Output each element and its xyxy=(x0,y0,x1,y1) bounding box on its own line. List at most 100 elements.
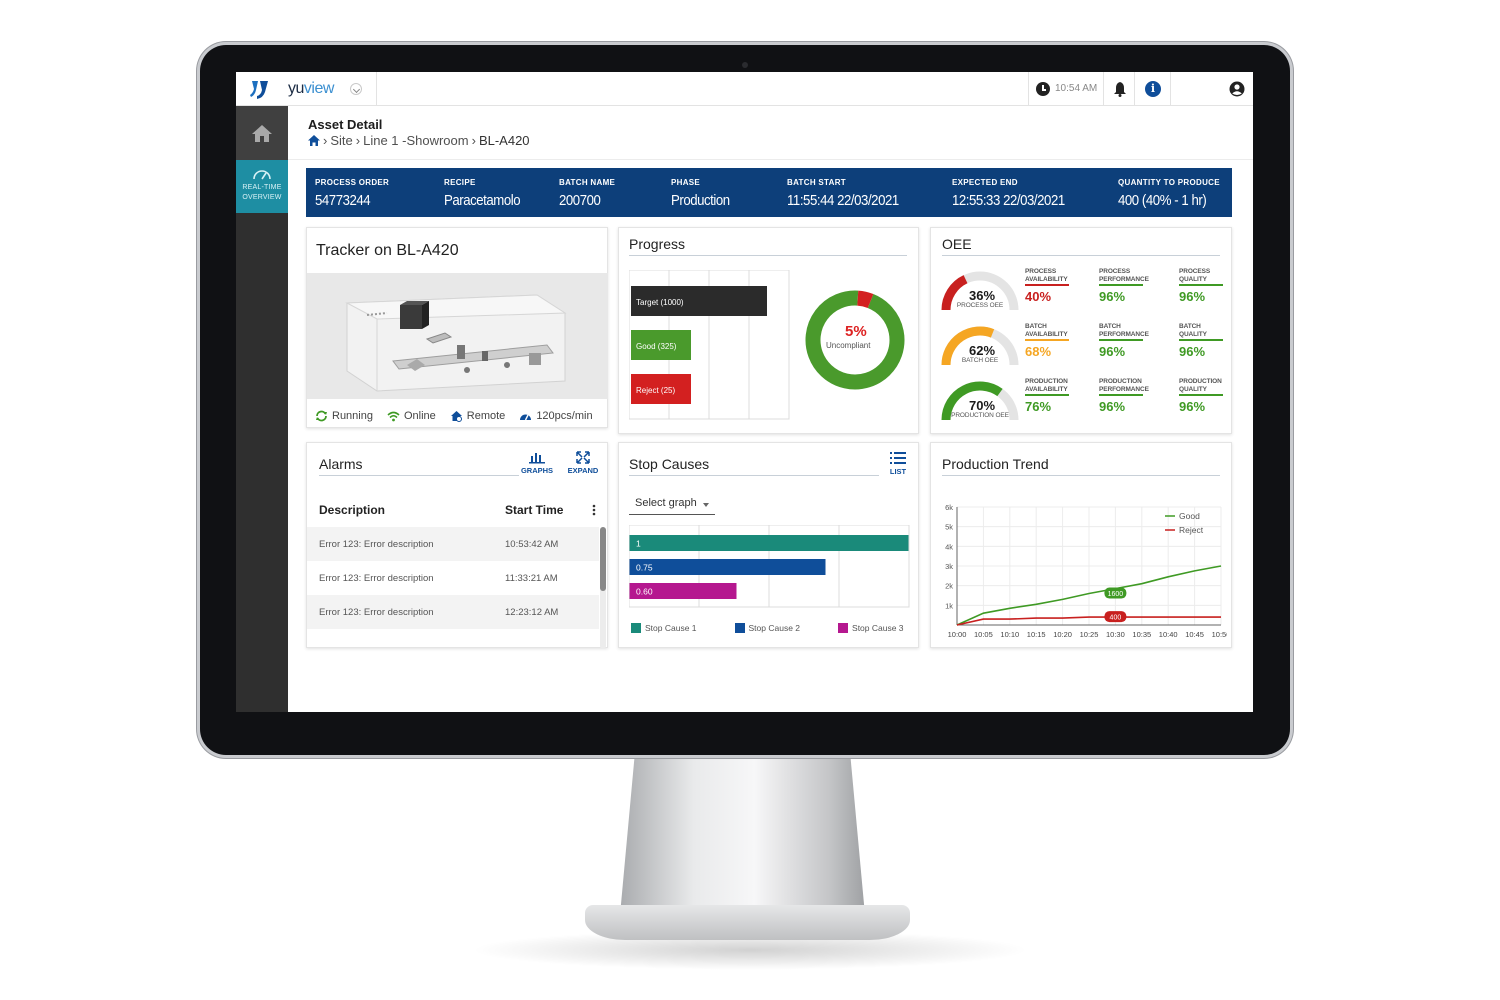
oee-metric: PRODUCTION AVAILABILITY 76% xyxy=(1025,378,1073,414)
speed-icon xyxy=(520,414,532,421)
metric-underline xyxy=(1099,394,1143,396)
gauge-value: 36% xyxy=(968,288,996,303)
process-order-value: 54773244 xyxy=(315,192,371,209)
column-header-description[interactable]: Description xyxy=(319,503,386,517)
y-tick-label: 5k xyxy=(945,523,953,532)
y-tick-label: 3k xyxy=(945,562,953,571)
metric-underline xyxy=(1179,284,1223,286)
stop-cause-bar-label: 0.60 xyxy=(636,587,653,597)
stop-cause-bar xyxy=(629,583,737,599)
status-label: Online xyxy=(403,410,436,422)
legend-item[interactable]: Stop Cause 2 xyxy=(734,623,801,633)
x-tick-label: 10:35 xyxy=(1132,630,1151,639)
card-title-rule xyxy=(629,255,907,256)
metric-label: PROCESS QUALITY xyxy=(1179,268,1211,283)
donut-slice xyxy=(805,290,905,390)
expand-icon xyxy=(576,451,590,464)
machine-3d-render[interactable] xyxy=(307,273,608,399)
y-tick-label: 1k xyxy=(945,601,953,610)
phase-value: Production xyxy=(671,192,730,209)
metric-value: 96% xyxy=(1179,399,1206,414)
breadcrumb-separator: › xyxy=(323,133,328,148)
stop-cause-bar xyxy=(629,535,909,551)
x-tick-label: 10:30 xyxy=(1106,630,1125,639)
oee-metric: PROCESS QUALITY 96% xyxy=(1179,268,1227,304)
yuview-logo-icon[interactable] xyxy=(248,78,272,100)
alarm-start-time: 11:33:21 AM xyxy=(505,573,558,584)
sidebar-item-home[interactable] xyxy=(236,106,288,160)
more-options-icon[interactable] xyxy=(591,503,597,517)
user-account-icon[interactable] xyxy=(1229,81,1245,97)
app-switcher-dropdown[interactable] xyxy=(350,83,362,95)
table-row[interactable]: Error 123: Error description 12:23:12 AM xyxy=(307,595,599,629)
status-speed: 120pcs/min xyxy=(519,410,593,422)
phase-field: PHASE Production xyxy=(671,178,738,209)
column-header-start-time[interactable]: Start Time xyxy=(505,503,564,517)
tracker-status-bar: Running Online Remote 120pcs/min xyxy=(315,410,593,422)
expand-button[interactable]: EXPAND xyxy=(563,451,603,475)
metric-value: 76% xyxy=(1025,399,1052,414)
sidebar-item-realtime-overview[interactable]: REAL-TIME OVERVIEW xyxy=(236,160,288,213)
x-tick-label: 10:40 xyxy=(1159,630,1178,639)
card-title-rule xyxy=(942,255,1220,256)
metric-label: BATCH QUALITY xyxy=(1179,323,1207,338)
tracker-card: Tracker on BL-A420 xyxy=(306,227,608,428)
list-button[interactable]: LIST xyxy=(885,451,911,476)
progress-bar-label: Target (1000) xyxy=(636,298,684,307)
metric-value: 96% xyxy=(1099,289,1126,304)
select-graph-dropdown[interactable]: Select graph xyxy=(629,497,715,515)
oee-metric: PRODUCTION PERFORMANCE 96% xyxy=(1099,378,1149,414)
alarm-description: Error 123: Error description xyxy=(319,573,434,584)
legend-label: Good xyxy=(1179,511,1200,521)
x-tick-label: 10:45 xyxy=(1185,630,1204,639)
table-row[interactable]: Error 123: Error description 10:53:42 AM xyxy=(307,527,599,561)
screen: yuview 10:54 AM i xyxy=(236,72,1253,712)
batch-name-label: BATCH NAME xyxy=(559,178,616,187)
batch-start-label: BATCH START xyxy=(787,178,846,187)
phase-label: PHASE xyxy=(671,178,701,187)
alarms-scrollbar[interactable] xyxy=(600,527,606,649)
oee-metric: PROCESS PERFORMANCE 96% xyxy=(1099,268,1149,304)
oee-row: 62% BATCH OEE BATCH AVAILABILITY 68% BATCH P… xyxy=(939,323,1229,375)
app-name-main: yu xyxy=(288,80,304,97)
oee-metric: PRODUCTION QUALITY 96% xyxy=(1179,378,1227,414)
metric-underline xyxy=(1025,394,1069,396)
recipe-field: RECIPE Paracetamolo xyxy=(444,178,531,209)
y-tick-label: 6k xyxy=(945,503,953,512)
oee-gauge xyxy=(941,381,1019,421)
wifi-icon xyxy=(387,411,400,422)
clock-time: 10:54 AM xyxy=(1055,83,1098,94)
legend-item[interactable]: Stop Cause 1 xyxy=(631,623,697,633)
legend-label: Stop Cause 2 xyxy=(748,623,801,633)
compliance-donut-chart xyxy=(805,290,905,390)
metric-label: BATCH AVAILABILITY xyxy=(1025,323,1068,338)
progress-bar xyxy=(631,286,767,316)
oee-metric: PROCESS AVAILABILITY 40% xyxy=(1025,268,1073,304)
oee-row: 36% PROCESS OEE PROCESS AVAILABILITY 40% PRO… xyxy=(939,268,1229,320)
scrollbar-thumb[interactable] xyxy=(600,527,606,591)
card-title-rule xyxy=(629,475,879,476)
monitor-base xyxy=(585,905,910,940)
breadcrumb-separator: › xyxy=(471,133,476,148)
sidebar-label-line: OVERVIEW xyxy=(242,194,282,201)
breadcrumb-site[interactable]: Site xyxy=(330,133,353,148)
breadcrumb-home-icon[interactable] xyxy=(308,135,320,146)
legend-item[interactable]: Stop Cause 3 xyxy=(838,623,904,633)
breadcrumb-asset: BL-A420 xyxy=(478,133,530,148)
info-icon[interactable]: i xyxy=(1145,81,1161,97)
table-row[interactable]: Error 123: Error description 11:33:21 AM xyxy=(307,561,599,595)
oee-title: OEE xyxy=(942,236,972,252)
breadcrumb-line[interactable]: Line 1 -Showroom xyxy=(363,133,469,148)
stop-cause-bar-label: 1 xyxy=(636,539,641,549)
series-line-reject xyxy=(956,616,1221,626)
notifications-bell-icon[interactable] xyxy=(1113,81,1127,97)
metric-label: PRODUCTION PERFORMANCE xyxy=(1099,378,1149,393)
metric-value: 96% xyxy=(1179,344,1206,359)
alarm-start-time: 10:53:42 AM xyxy=(505,539,559,550)
graphs-button[interactable]: GRAPHS xyxy=(517,451,557,475)
alarm-description: Error 123: Error description xyxy=(319,539,434,550)
chevron-down-icon xyxy=(703,503,709,507)
batch-name-value: 200700 xyxy=(559,192,601,209)
list-label: LIST xyxy=(889,467,907,476)
alarm-start-time: 12:23:12 AM xyxy=(505,607,559,618)
